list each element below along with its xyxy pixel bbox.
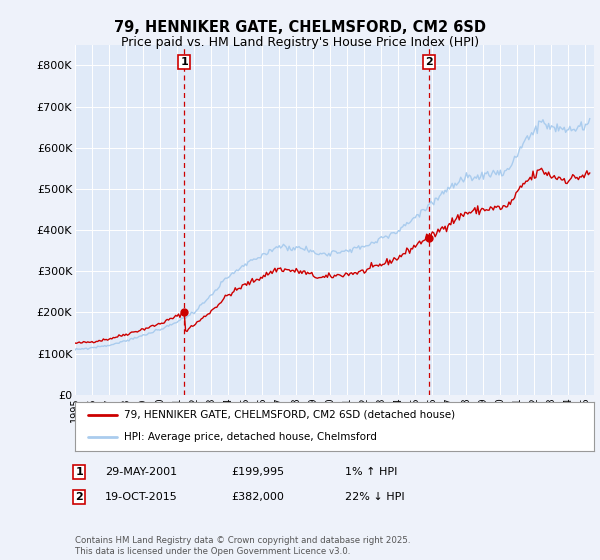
Text: 19-OCT-2015: 19-OCT-2015: [105, 492, 178, 502]
Text: 1% ↑ HPI: 1% ↑ HPI: [345, 466, 397, 477]
Text: £199,995: £199,995: [231, 466, 284, 477]
Text: Contains HM Land Registry data © Crown copyright and database right 2025.
This d: Contains HM Land Registry data © Crown c…: [75, 536, 410, 556]
Text: 1: 1: [180, 57, 188, 67]
Text: £382,000: £382,000: [231, 492, 284, 502]
Text: 2: 2: [76, 492, 83, 502]
Text: 79, HENNIKER GATE, CHELMSFORD, CM2 6SD (detached house): 79, HENNIKER GATE, CHELMSFORD, CM2 6SD (…: [124, 410, 455, 420]
Text: 22% ↓ HPI: 22% ↓ HPI: [345, 492, 404, 502]
Text: 2: 2: [425, 57, 433, 67]
Text: 79, HENNIKER GATE, CHELMSFORD, CM2 6SD: 79, HENNIKER GATE, CHELMSFORD, CM2 6SD: [114, 20, 486, 35]
Text: 1: 1: [76, 466, 83, 477]
Text: 29-MAY-2001: 29-MAY-2001: [105, 466, 177, 477]
Text: Price paid vs. HM Land Registry's House Price Index (HPI): Price paid vs. HM Land Registry's House …: [121, 36, 479, 49]
Text: HPI: Average price, detached house, Chelmsford: HPI: Average price, detached house, Chel…: [124, 432, 377, 442]
